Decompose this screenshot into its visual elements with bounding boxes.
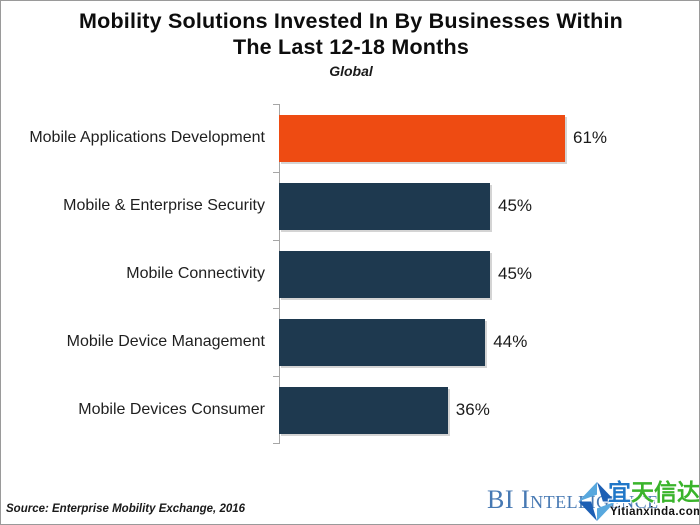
axis-tick [273, 172, 280, 173]
axis-tick [273, 376, 280, 377]
bar [279, 114, 566, 162]
plot-area: Mobile Applications Development 61% Mobi… [1, 104, 699, 444]
bar-zone: 45% [279, 250, 699, 298]
axis-tick [273, 308, 280, 309]
chart-header: Mobility Solutions Invested In By Busine… [1, 8, 699, 79]
chart-title-line1: Mobility Solutions Invested In By Busine… [79, 9, 623, 33]
category-label: Mobile Applications Development [29, 128, 265, 146]
axis-tick [273, 443, 280, 444]
bar [279, 182, 490, 230]
watermark-pinwheel-icon [578, 481, 616, 522]
bar-row: Mobile Applications Development 61% [1, 104, 699, 172]
bar-row: Mobile Devices Consumer 36% [1, 376, 699, 444]
category-label: Mobile Connectivity [126, 264, 265, 282]
axis-tick [273, 240, 280, 241]
category-label: Mobile Device Management [66, 332, 265, 350]
bar-zone: 45% [279, 182, 699, 230]
watermark-cn-first: 宜 [608, 479, 631, 505]
bar-zone: 61% [279, 114, 699, 162]
watermark-chinese-text: 宜天信达 [608, 479, 700, 505]
value-label: 45% [498, 196, 533, 215]
bar [279, 250, 490, 298]
bar-row: Mobile Device Management 44% [1, 308, 699, 376]
bar [279, 386, 448, 434]
chart-subtitle: Global [329, 63, 373, 79]
source-note: Source: Enterprise Mobility Exchange, 20… [6, 503, 246, 515]
category-label: Mobile & Enterprise Security [63, 196, 265, 214]
axis-tick [273, 104, 280, 105]
value-label: 61% [573, 128, 608, 147]
chart-title-line2: The Last 12-18 Months [233, 35, 469, 59]
bar-rows: Mobile Applications Development 61% Mobi… [1, 104, 699, 444]
bar-row: Mobile & Enterprise Security 45% [1, 172, 699, 240]
value-label: 44% [493, 332, 528, 351]
value-label: 36% [455, 400, 490, 419]
category-label: Mobile Devices Consumer [78, 400, 265, 418]
watermark: 宜天信达 Yitianxinda.com [577, 479, 700, 524]
value-label: 45% [498, 264, 533, 283]
bar [279, 318, 486, 366]
bi-intelligence-logo: BI Intelligence [487, 485, 659, 514]
watermark-domain-text: Yitianxinda.com [610, 506, 700, 518]
watermark-cn-rest: 天信达 [631, 479, 700, 505]
bar-zone: 44% [279, 318, 699, 366]
bar-zone: 36% [279, 386, 699, 434]
bar-row: Mobile Connectivity 45% [1, 240, 699, 308]
